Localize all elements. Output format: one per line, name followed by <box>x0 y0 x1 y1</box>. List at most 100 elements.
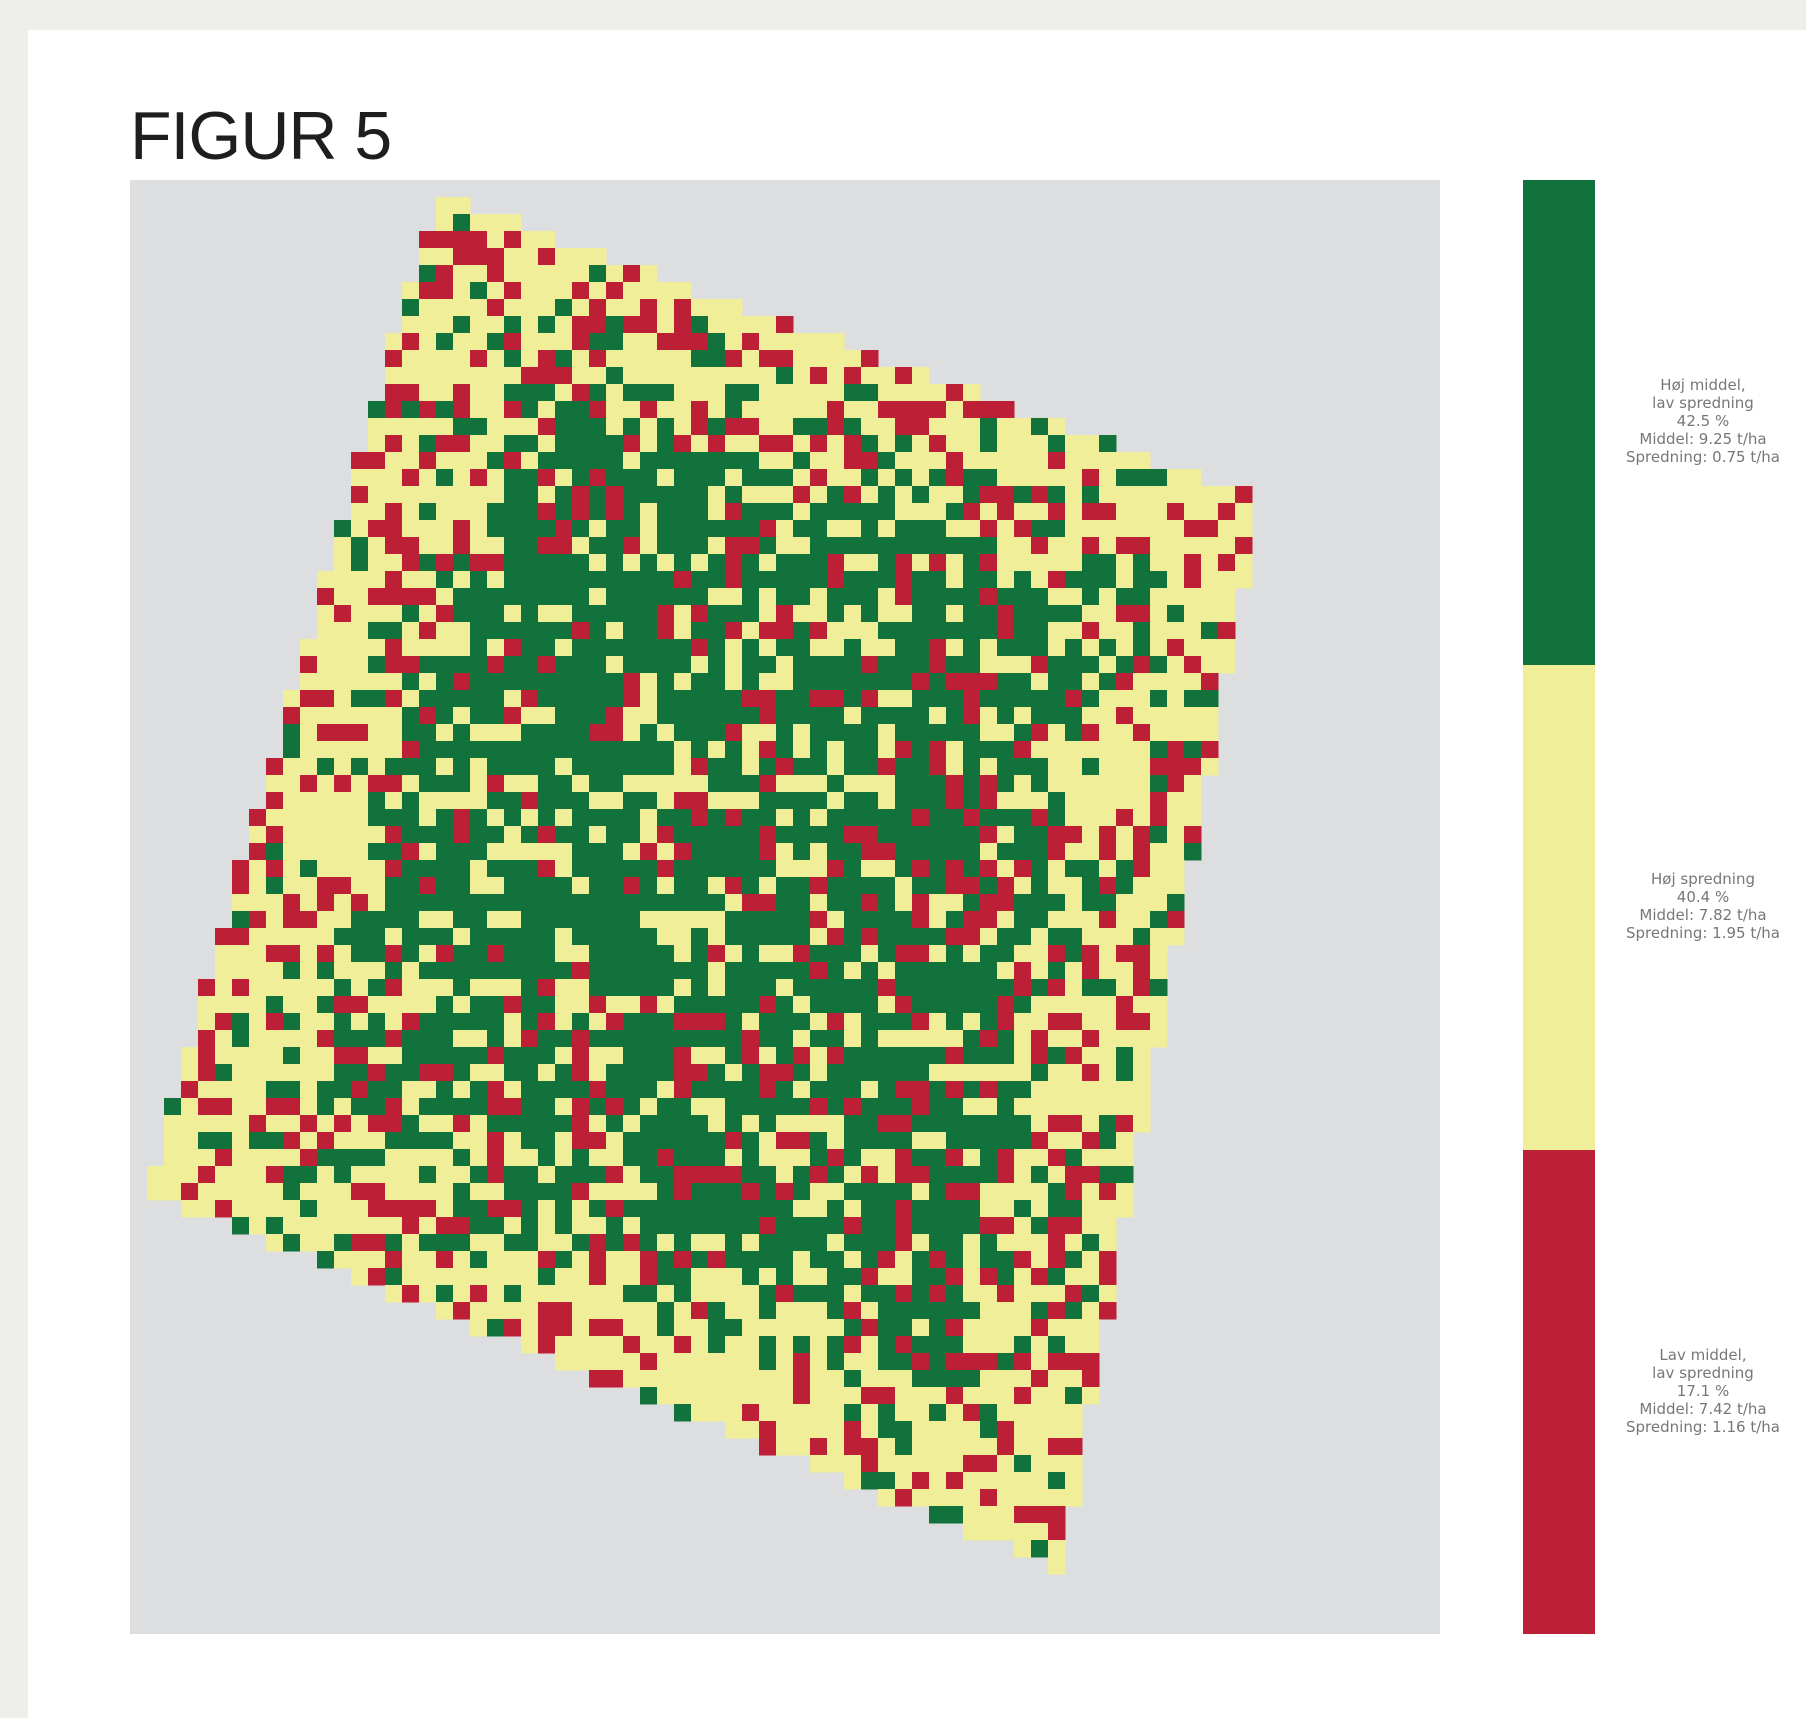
field-cell <box>725 1387 743 1405</box>
yield-zone-map <box>130 180 1440 1634</box>
field-cell <box>402 860 420 878</box>
field-cell <box>878 911 896 929</box>
field-cell <box>555 265 573 283</box>
field-cell <box>844 707 862 725</box>
field-cell <box>606 724 624 742</box>
field-cell <box>453 1030 471 1048</box>
field-cell <box>521 707 539 725</box>
field-cell <box>640 741 658 759</box>
field-cell <box>946 1064 964 1082</box>
field-cell <box>1218 588 1236 606</box>
field-cell <box>674 1115 692 1133</box>
field-cell <box>589 503 607 521</box>
field-cell <box>317 826 335 844</box>
field-cell <box>640 945 658 963</box>
field-cell <box>827 911 845 929</box>
field-cell <box>1150 1030 1168 1048</box>
field-cell <box>419 282 437 300</box>
field-cell <box>470 554 488 572</box>
field-cell <box>266 1030 284 1048</box>
field-cell <box>572 418 590 436</box>
field-cell <box>997 656 1015 674</box>
field-cell <box>1031 1506 1049 1524</box>
field-cell <box>589 265 607 283</box>
legend-label-low-mean: Lav middel, lav spredning 17.1 % Middel:… <box>1603 1346 1803 1436</box>
field-cell <box>1065 1302 1083 1320</box>
field-cell <box>572 1353 590 1371</box>
field-cell <box>997 1455 1015 1473</box>
field-cell <box>334 673 352 691</box>
field-cell <box>725 758 743 776</box>
field-cell <box>538 1217 556 1235</box>
field-cell <box>436 656 454 674</box>
field-cell <box>385 1166 403 1184</box>
field-cell <box>1082 894 1100 912</box>
field-cell <box>317 1166 335 1184</box>
field-cell <box>470 316 488 334</box>
field-cell <box>708 860 726 878</box>
field-cell <box>487 367 505 385</box>
field-cell <box>1014 1404 1032 1422</box>
field-cell <box>1082 877 1100 895</box>
field-cell <box>827 1115 845 1133</box>
field-cell <box>283 843 301 861</box>
field-cell <box>538 792 556 810</box>
field-cell <box>1014 503 1032 521</box>
field-cell <box>1014 877 1032 895</box>
field-cell <box>538 979 556 997</box>
field-cell <box>572 792 590 810</box>
field-cell <box>742 1319 760 1337</box>
field-cell <box>759 792 777 810</box>
field-cell <box>725 724 743 742</box>
field-cell <box>215 1149 233 1167</box>
field-cell <box>249 1166 267 1184</box>
field-cell <box>521 469 539 487</box>
field-cell <box>963 877 981 895</box>
field-cell <box>759 928 777 946</box>
field-cell <box>538 1285 556 1303</box>
field-cell <box>419 367 437 385</box>
field-cell <box>810 1387 828 1405</box>
field-cell <box>725 690 743 708</box>
field-cell <box>504 1030 522 1048</box>
field-cell <box>708 639 726 657</box>
field-cell <box>674 673 692 691</box>
field-cell <box>334 656 352 674</box>
field-cell <box>572 1047 590 1065</box>
field-cell <box>419 1013 437 1031</box>
field-cell <box>861 1098 879 1116</box>
field-cell <box>640 435 658 453</box>
field-cell <box>1014 605 1032 623</box>
field-cell <box>997 945 1015 963</box>
field-cell <box>844 1285 862 1303</box>
field-cell <box>1014 1217 1032 1235</box>
field-cell <box>963 605 981 623</box>
field-cell <box>861 469 879 487</box>
field-cell <box>521 316 539 334</box>
field-cell <box>232 979 250 997</box>
field-cell <box>436 503 454 521</box>
field-cell <box>1031 1115 1049 1133</box>
field-cell <box>368 1132 386 1150</box>
field-cell <box>725 1030 743 1048</box>
field-cell <box>538 996 556 1014</box>
field-cell <box>640 469 658 487</box>
field-cell <box>1184 605 1202 623</box>
field-cell <box>708 503 726 521</box>
field-cell <box>436 690 454 708</box>
field-cell <box>623 1081 641 1099</box>
field-cell <box>538 1098 556 1116</box>
field-cell <box>946 1353 964 1371</box>
field-cell <box>759 1183 777 1201</box>
field-cell <box>1065 673 1083 691</box>
field-cell <box>521 911 539 929</box>
field-cell <box>742 775 760 793</box>
field-cell <box>776 367 794 385</box>
field-cell <box>861 384 879 402</box>
field-cell <box>963 571 981 589</box>
field-cell <box>844 1183 862 1201</box>
field-cell <box>912 996 930 1014</box>
field-cell <box>1082 979 1100 997</box>
field-cell <box>793 401 811 419</box>
field-cell <box>385 554 403 572</box>
